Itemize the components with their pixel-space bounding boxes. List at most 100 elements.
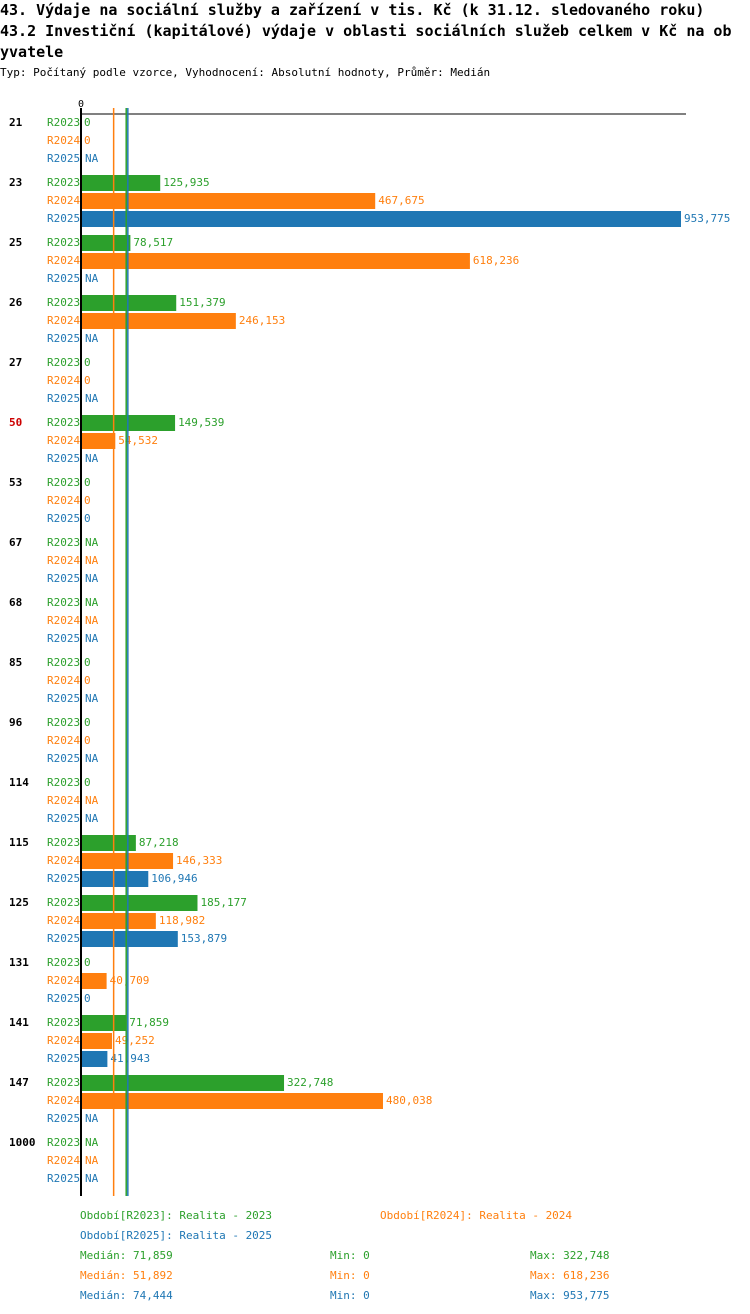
category-label: 85 [9,656,22,669]
category-label: 67 [9,536,22,549]
value-label: 118,982 [159,914,205,927]
value-label-na: NA [85,614,99,627]
bar [81,295,177,311]
bar [81,835,136,851]
value-label: 146,333 [176,854,222,867]
series-label: R2025 [47,392,80,405]
bar [81,1051,108,1067]
category-label: 27 [9,356,22,369]
chart-title: 43. Výdaje na sociální služby a zařízení… [0,1,705,19]
series-label: R2023 [47,1076,80,1089]
category-label: 25 [9,236,22,249]
category-label: 96 [9,716,23,729]
series-label: R2023 [47,416,80,429]
value-label: 78,517 [133,236,173,249]
stat-min-r2024: Min: 0 [330,1269,370,1282]
category-label: 115 [9,836,29,849]
series-label: R2024 [47,1094,80,1107]
series-label: R2024 [47,854,80,867]
value-label: 0 [84,734,91,747]
series-label: R2023 [47,836,80,849]
category-label: 125 [9,896,29,909]
series-label: R2023 [47,716,80,729]
legend-r2024: Období[R2024]: Realita - 2024 [380,1209,573,1222]
value-label: 0 [84,116,91,129]
value-label: 185,177 [200,896,246,909]
stat-median-r2025: Medián: 74,444 [80,1289,173,1302]
value-label-na: NA [85,1136,99,1149]
chart-type-line: Typ: Počítaný podle vzorce, Vyhodnocení:… [0,66,491,79]
bar [81,175,161,191]
value-label: 106,946 [151,872,197,885]
series-label: R2023 [47,776,80,789]
series-label: R2025 [47,272,80,285]
category-label: 147 [9,1076,29,1089]
series-label: R2024 [47,314,80,327]
stat-max-r2023: Max: 322,748 [530,1249,610,1262]
value-label: 153,879 [181,932,227,945]
bar [81,253,470,269]
value-label: 322,748 [287,1076,333,1089]
series-label: R2025 [47,572,80,585]
category-label: 26 [9,296,23,309]
value-label: 0 [84,134,91,147]
value-label: 149,539 [178,416,224,429]
stat-min-r2023: Min: 0 [330,1249,370,1262]
value-label-na: NA [85,794,99,807]
stat-median-r2024: Medián: 51,892 [80,1269,173,1282]
value-label: 0 [84,992,91,1005]
value-label-na: NA [85,452,99,465]
series-label: R2025 [47,992,80,1005]
series-label: R2024 [47,674,80,687]
value-label: 0 [84,356,91,369]
value-label-na: NA [85,332,99,345]
value-label: 125,935 [163,176,209,189]
bar [81,235,131,251]
value-label: 246,153 [239,314,285,327]
chart-subtitle-line1: 43.2 Investiční (kapitálové) výdaje v ob… [0,22,732,40]
category-label: 68 [9,596,22,609]
category-label: 53 [9,476,22,489]
series-label: R2023 [47,236,80,249]
category-label: 23 [9,176,22,189]
bar [81,1075,285,1091]
series-label: R2025 [47,1052,80,1065]
category-label: 50 [9,416,22,429]
series-label: R2025 [47,452,80,465]
value-label-na: NA [85,692,99,705]
value-label: 41,943 [110,1052,150,1065]
series-label: R2024 [47,134,80,147]
stat-min-r2025: Min: 0 [330,1289,370,1302]
bar-chart: 0 21 R2023 0 R2024 0 R2025 NA 23 R2023 125,935 R202… [9,99,730,1196]
series-label: R2024 [47,914,80,927]
category-label: 21 [9,116,23,129]
series-label: R2023 [47,356,80,369]
bar [81,973,107,989]
value-label: 87,218 [139,836,179,849]
value-label: 0 [84,776,91,789]
series-label: R2024 [47,1154,80,1167]
series-label: R2023 [47,116,80,129]
series-label: R2024 [47,554,80,567]
bar [81,931,178,947]
value-label: 0 [84,656,91,669]
chart-subtitle-line2: yvatele [0,43,64,61]
bar [81,895,198,911]
value-label: 71,859 [129,1016,169,1029]
series-label: R2025 [47,632,80,645]
bar [81,1033,112,1049]
category-label: 131 [9,956,29,969]
series-label: R2024 [47,794,80,807]
series-label: R2024 [47,1034,80,1047]
series-label: R2023 [47,296,80,309]
series-label: R2025 [47,152,80,165]
value-label: 0 [84,494,91,507]
value-label: 0 [84,674,91,687]
value-label: 953,775 [684,212,730,225]
bar [81,1015,127,1031]
value-label-na: NA [85,1112,99,1125]
value-label-na: NA [85,272,99,285]
bar [81,193,376,209]
value-label-na: NA [85,392,99,405]
value-label: 0 [84,956,91,969]
